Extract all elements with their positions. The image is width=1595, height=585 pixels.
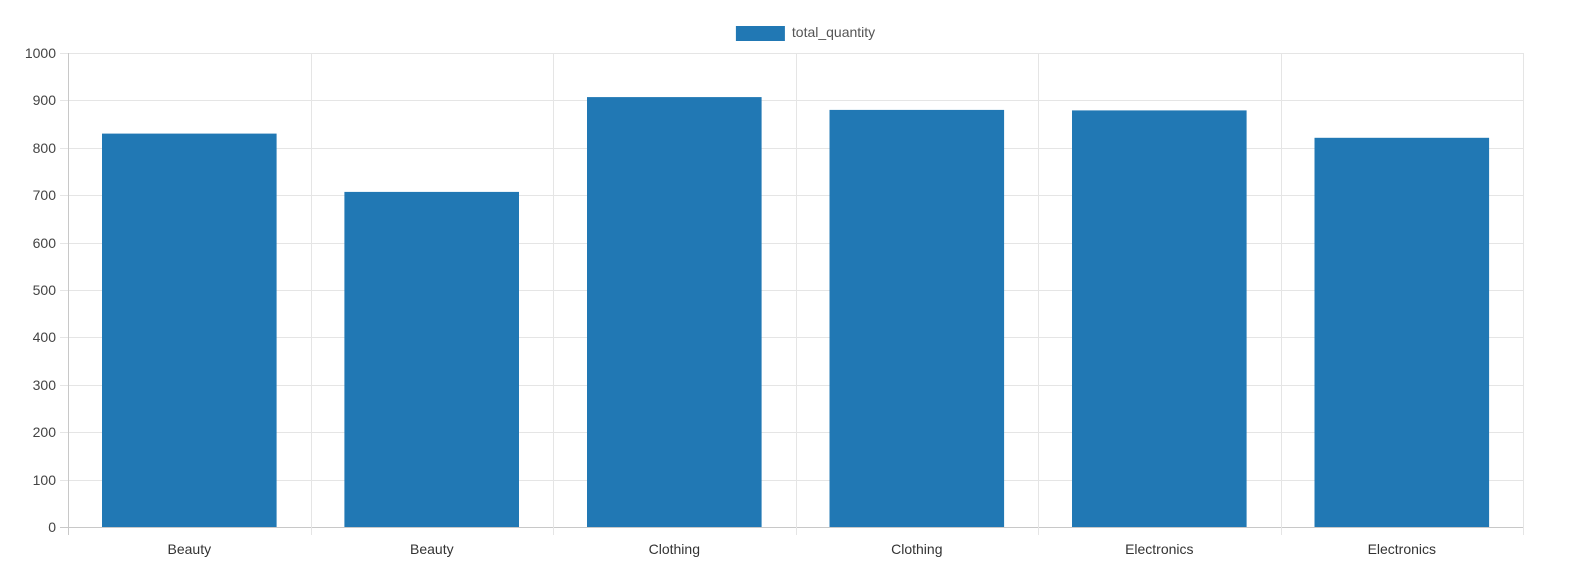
bar[interactable] (587, 97, 762, 527)
bar[interactable] (344, 191, 519, 527)
bar[interactable] (1072, 110, 1247, 528)
bar[interactable] (829, 109, 1005, 528)
y-tick-label: 200 (33, 424, 57, 440)
y-tick-label: 800 (33, 140, 57, 156)
x-tick-label: Beauty (168, 541, 212, 557)
y-tick-label: 300 (33, 377, 57, 393)
y-tick-label: 700 (33, 187, 57, 203)
x-tick-label: Electronics (1125, 541, 1193, 557)
grid-lines (60, 53, 1524, 535)
bar[interactable] (102, 133, 277, 527)
x-tick-label: Clothing (649, 541, 700, 557)
bar[interactable] (1314, 137, 1490, 528)
y-tick-label: 1000 (25, 45, 56, 61)
legend-swatch (735, 26, 785, 41)
y-tick-label: 400 (33, 329, 57, 345)
legend[interactable]: total_quantity (735, 24, 875, 41)
legend-label: total_quantity (792, 24, 875, 40)
x-tick-label: Beauty (410, 541, 454, 557)
y-tick-label: 100 (33, 472, 57, 488)
y-tick-label: 600 (33, 235, 57, 251)
y-tick-label: 500 (33, 282, 57, 298)
x-tick-label: Clothing (891, 541, 942, 557)
bars (102, 97, 1490, 528)
axes: 0 100 200 300 400 500 600 700 800 900 1000 Beauty Be… (25, 45, 1436, 557)
x-tick-label: Electronics (1368, 541, 1436, 557)
y-tick-label: 900 (33, 92, 57, 108)
y-tick-label: 0 (48, 519, 56, 535)
